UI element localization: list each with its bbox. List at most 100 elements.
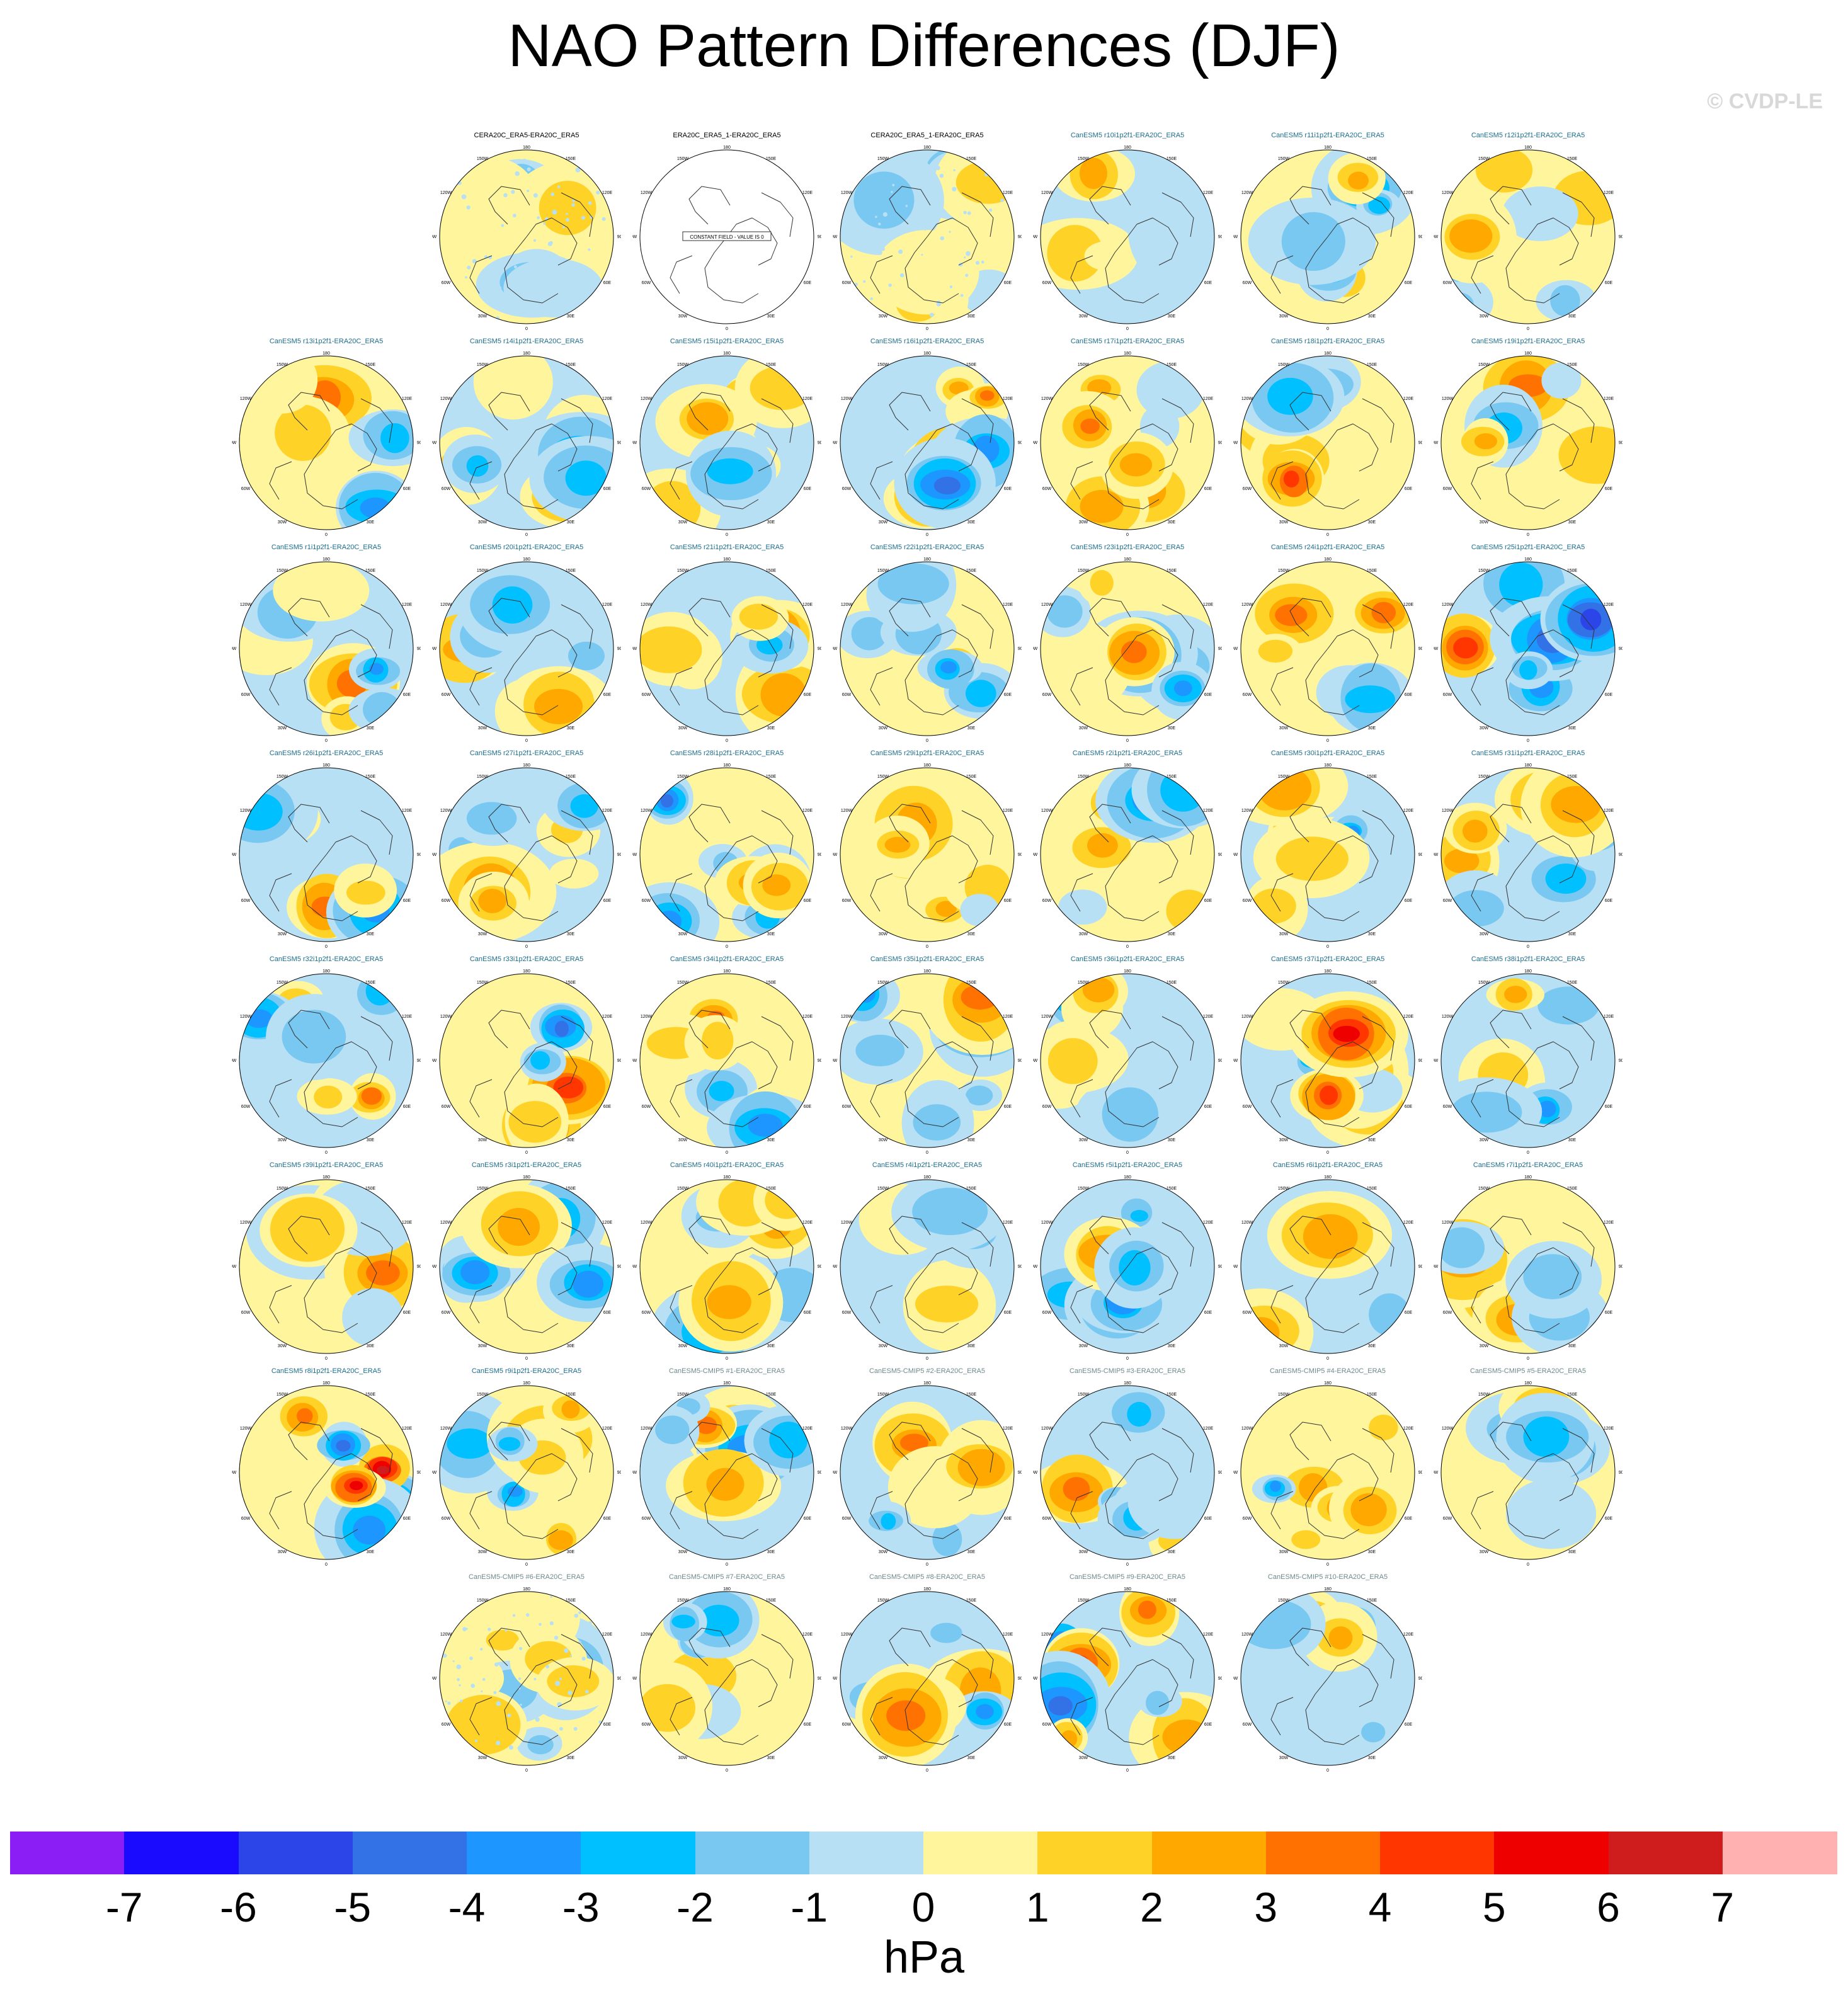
longitude-label: 90E: [617, 853, 621, 857]
longitude-label: 150E: [566, 1187, 576, 1191]
longitude-label: 180: [1124, 557, 1131, 562]
panel-title: CanESM5 r13i1p2f1-ERA20C_ERA5: [269, 338, 384, 345]
longitude-label: 90W: [632, 441, 637, 445]
longitude-label: 60E: [403, 899, 411, 903]
longitude-label: 30W: [1079, 1756, 1088, 1760]
longitude-label: 30E: [367, 520, 375, 525]
longitude-label: 60E: [1605, 281, 1613, 285]
longitude-label: 0: [926, 327, 928, 331]
longitude-label: 90E: [1619, 441, 1623, 445]
longitude-label: 60E: [1204, 487, 1212, 491]
longitude-label: 60E: [1405, 1723, 1413, 1727]
longitude-label: 180: [923, 1175, 931, 1180]
longitude-label: 150W: [677, 363, 689, 367]
longitude-label: 120E: [1604, 1427, 1614, 1431]
map-panel: CanESM5 r23i1p2f1-ERA20C_ERA5180090W90E1…: [1033, 543, 1222, 744]
panel-title: CanESM5 r28i1p2f1-ERA20C_ERA5: [670, 749, 784, 757]
longitude-label: 180: [1124, 969, 1131, 974]
panel-title: CanESM5 r7i1p2f1-ERA20C_ERA5: [1473, 1161, 1583, 1169]
longitude-label: 60E: [403, 1311, 411, 1315]
longitude-label: 150W: [1078, 775, 1090, 779]
longitude-label: 180: [723, 145, 731, 150]
longitude-label: 90W: [632, 1265, 637, 1269]
longitude-label: 180: [1324, 351, 1332, 356]
longitude-label: 120W: [1041, 603, 1053, 607]
panel-grid: CERA20C_ERA5-ERA20C_ERA5 180 0 90W 90E 150W 12…: [232, 132, 1623, 1773]
longitude-label: 60W: [241, 899, 251, 903]
longitude-label: 90W: [1033, 441, 1038, 445]
longitude-label: 180: [723, 969, 731, 974]
longitude-label: 120W: [841, 191, 853, 195]
longitude-label: 60E: [1004, 281, 1012, 285]
panel-title: CanESM5 r19i1p2f1-ERA20C_ERA5: [1471, 338, 1585, 345]
longitude-label: 60E: [1405, 281, 1413, 285]
longitude-label: 180: [523, 557, 530, 562]
longitude-label: 150E: [766, 1598, 777, 1603]
longitude-label: 180: [1524, 969, 1532, 974]
map-panel: CanESM5-CMIP5 #3-ERA20C_ERA5 180 0 90W 90E 15…: [1033, 1367, 1222, 1568]
longitude-label: 60W: [241, 487, 251, 491]
longitude-label: 30E: [1168, 1344, 1176, 1348]
longitude-label: 30W: [879, 932, 888, 937]
longitude-label: 60E: [603, 487, 612, 491]
panel-title: CanESM5-CMIP5 #9-ERA20C_ERA5: [1069, 1573, 1186, 1581]
longitude-label: 30W: [1079, 726, 1088, 731]
longitude-label: 0: [525, 1769, 528, 1773]
colorbar-label: 2: [1140, 1884, 1163, 1930]
map-panel: CanESM5 r1i1p2f1-ERA20C_ERA5 180 0 90W 90E 15…: [232, 543, 421, 744]
longitude-label: 90E: [1218, 1471, 1222, 1475]
longitude-label: 120W: [641, 191, 653, 195]
map-panel: CanESM5 r31i1p2f1-ERA20C_ERA5180090W90E1…: [1434, 749, 1623, 950]
longitude-label: 90W: [232, 1471, 237, 1475]
longitude-label: 150E: [365, 569, 376, 573]
longitude-label: 180: [1524, 763, 1532, 768]
longitude-label: 120E: [602, 397, 613, 401]
polar-map: 180 0 90W 90E 150W 120W 150E 120E 60W 30W 60E 30E: [232, 969, 421, 1155]
longitude-label: 90W: [1434, 853, 1439, 857]
longitude-label: 90E: [417, 441, 421, 445]
colorbar-swatch: [809, 1832, 924, 1874]
longitude-label: 150E: [566, 157, 576, 161]
longitude-label: 30E: [567, 932, 575, 937]
longitude-label: 180: [1524, 557, 1532, 562]
panel-title: CanESM5-CMIP5 #4-ERA20C_ERA5: [1269, 1367, 1386, 1375]
longitude-label: 0: [726, 1357, 728, 1361]
longitude-label: 60W: [1243, 487, 1252, 491]
map-panel: CanESM5 r32i1p2f1-ERA20C_ERA5180090W90E1…: [232, 955, 421, 1156]
colorbar-swatch: [1265, 1832, 1381, 1874]
longitude-label: 150E: [766, 157, 777, 161]
longitude-label: 60E: [1605, 1311, 1613, 1315]
panel-title: CanESM5 r18i1p2f1-ERA20C_ERA5: [1270, 338, 1385, 345]
panel-title: CanESM5 r6i1p2f1-ERA20C_ERA5: [1272, 1161, 1383, 1169]
panel-title: CanESM5-CMIP5 #7-ERA20C_ERA5: [668, 1573, 785, 1581]
map-panel: CanESM5 r6i1p2f1-ERA20C_ERA5 180 0 90W 90E 15…: [1233, 1161, 1422, 1362]
longitude-label: 150W: [277, 1187, 288, 1191]
longitude-label: 0: [926, 1563, 928, 1567]
longitude-label: 150E: [365, 775, 376, 779]
longitude-label: 120E: [1003, 1015, 1013, 1019]
longitude-label: 150E: [966, 1598, 977, 1603]
panel-title: CanESM5 r25i1p2f1-ERA20C_ERA5: [1471, 544, 1585, 551]
panel-title: CanESM5 r1i1p2f1-ERA20C_ERA5: [271, 544, 382, 551]
polar-map: 180 0 90W 90E 150W 120W 150E 120E 60W 30W 60E 30E: [1434, 557, 1623, 743]
longitude-label: 150W: [1278, 363, 1290, 367]
longitude-label: 120E: [1604, 1015, 1614, 1019]
map-panel: CanESM5 r16i1p2f1-ERA20C_ERA5180090W90E1…: [833, 337, 1022, 538]
polar-map: 180 0 90W 90E 150W 120W 150E 120E 60W 30W 60E 30E: [1233, 969, 1422, 1155]
panel-title: CanESM5 r4i1p2f1-ERA20C_ERA5: [872, 1161, 983, 1169]
longitude-label: 150W: [677, 981, 689, 985]
longitude-label: 30W: [478, 1138, 488, 1142]
longitude-label: 90W: [833, 235, 838, 239]
longitude-label: 30E: [967, 1756, 976, 1760]
map-panel: CanESM5 r4i1p2f1-ERA20C_ERA5 180 0 90W 90E 15…: [833, 1161, 1022, 1362]
longitude-label: 180: [322, 763, 330, 768]
longitude-label: 0: [1527, 1151, 1529, 1155]
map-panel: CanESM5 r27i1p2f1-ERA20C_ERA5180090W90E1…: [432, 749, 621, 950]
longitude-label: 90W: [1033, 1677, 1038, 1681]
panel-title: CanESM5-CMIP5 #10-ERA20C_ERA5: [1267, 1573, 1388, 1581]
longitude-label: 120E: [402, 1427, 413, 1431]
longitude-label: 150W: [677, 569, 689, 573]
longitude-label: 120W: [240, 809, 252, 813]
longitude-label: 180: [1524, 1381, 1532, 1386]
colorbar-swatch: [1494, 1832, 1609, 1874]
